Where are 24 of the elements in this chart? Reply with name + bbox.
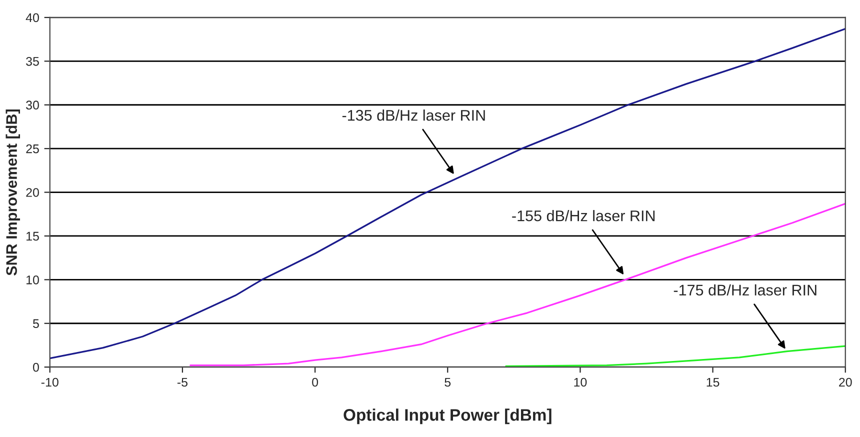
line-series <box>190 202 846 366</box>
x-tick-label: 10 <box>574 378 587 387</box>
y-tick-label: 35 <box>26 56 39 66</box>
x-tick-label: 20 <box>839 378 852 387</box>
y-tick-label: 25 <box>26 144 39 154</box>
annotation: -135 dB/Hz laser RIN <box>342 110 485 121</box>
x-tick-label: 0 <box>312 378 318 387</box>
annotation: -155 dB/Hz laser RIN <box>512 210 655 222</box>
x-tick-label: -5 <box>177 378 188 387</box>
y-tick-label: 15 <box>26 232 39 241</box>
x-axis-title: Optical Input Power [dBm] <box>344 408 552 424</box>
line-series <box>505 345 846 368</box>
x-tick-label: 15 <box>706 378 720 387</box>
y-tick-label: 20 <box>26 188 39 197</box>
x-tick-label: -10 <box>41 378 58 387</box>
y-axis-title: SNR Improvement [dB] <box>6 110 20 276</box>
y-tick-label: 30 <box>26 100 39 110</box>
y-tick-label: 5 <box>33 319 39 328</box>
x-tick-label: 5 <box>444 378 451 387</box>
y-tick-label: 0 <box>33 362 39 372</box>
annotation: -175 dB/Hz laser RIN <box>674 284 816 296</box>
line-series <box>50 28 846 360</box>
y-tick-label: 40 <box>26 13 39 22</box>
y-tick-label: 10 <box>26 275 39 284</box>
